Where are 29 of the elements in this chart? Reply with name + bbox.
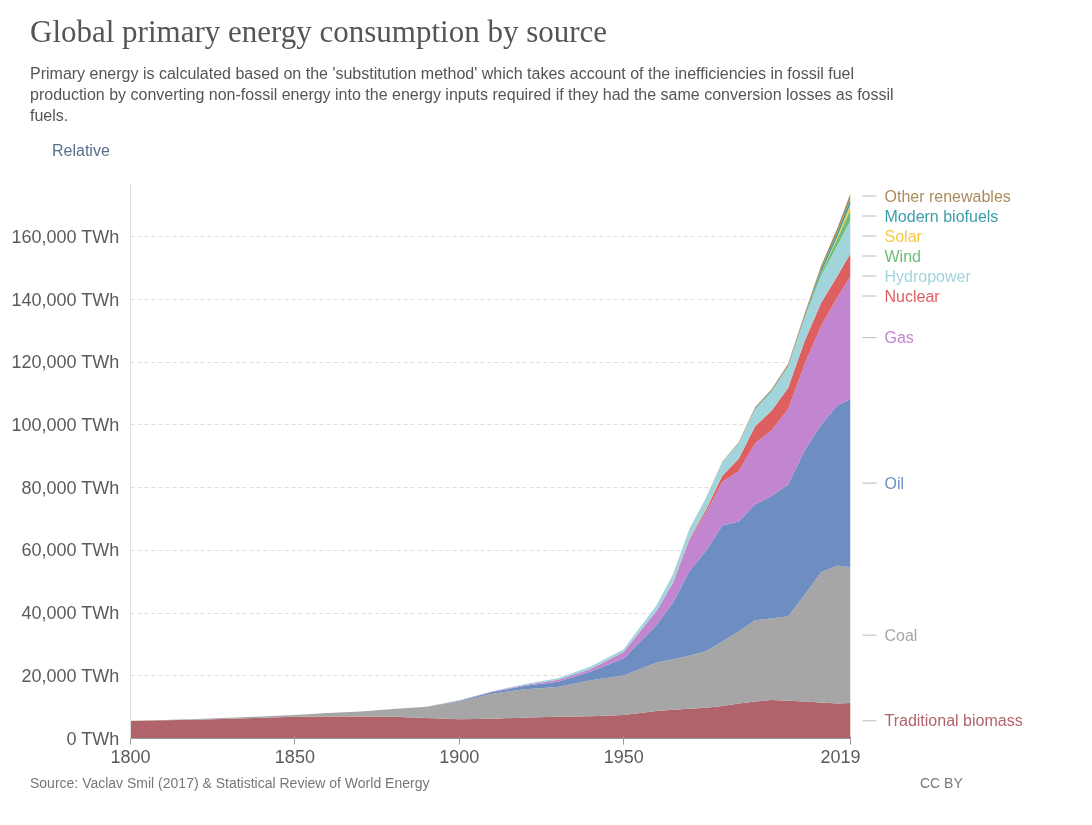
y-tick-label: 140,000 TWh xyxy=(11,289,120,310)
x-tick-label: 2019 xyxy=(820,746,861,767)
y-tick-label: 0 TWh xyxy=(66,728,120,749)
x-tick-label: 1850 xyxy=(274,746,315,767)
y-tick-label: 100,000 TWh xyxy=(11,414,120,435)
chart-title: Global primary energy consumption by source xyxy=(30,13,608,51)
x-tick-label: 1900 xyxy=(439,746,480,767)
y-tick-label: 20,000 TWh xyxy=(21,665,120,686)
text: Wind xyxy=(884,247,921,265)
x-tick-label: 1950 xyxy=(603,746,644,767)
text: Other renewables xyxy=(884,187,1011,205)
text: Relative xyxy=(52,140,110,161)
text: Solar xyxy=(884,227,923,245)
chart-subtitle: Primary energy is calculated based on the 'substitution method' which takes account of the inefficiencies in fossil fuel production by converting non-fossil energy into the energy inputs required if they had the same conversion losses as fossil fuels. xyxy=(30,64,895,126)
text: Traditional biomass xyxy=(884,711,1023,729)
text: Nuclear xyxy=(884,287,941,305)
x-tick-label: 1800 xyxy=(110,746,151,767)
source-note: Source: Vaclav Smil (2017) & Statistical Review of World Energy xyxy=(30,773,430,793)
y-tick-label: 160,000 TWh xyxy=(11,226,120,247)
text: CC BY xyxy=(920,773,963,793)
text: Gas xyxy=(884,328,914,346)
text: Coal xyxy=(884,626,918,644)
y-tick-label: 120,000 TWh xyxy=(11,351,120,372)
y-tick-label: 60,000 TWh xyxy=(21,539,120,560)
text: Hydropower xyxy=(884,267,972,285)
y-tick-label: 40,000 TWh xyxy=(21,602,120,623)
text: Oil xyxy=(884,474,905,492)
y-tick-label: 80,000 TWh xyxy=(21,477,120,498)
text: Modern biofuels xyxy=(884,207,999,225)
